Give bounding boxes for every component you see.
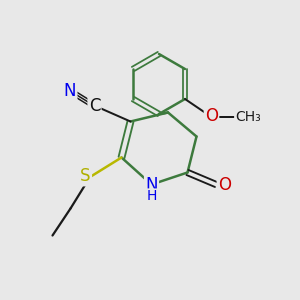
Text: C: C <box>89 97 100 115</box>
Text: N: N <box>64 82 76 100</box>
Text: N: N <box>145 176 158 194</box>
Text: S: S <box>80 167 91 185</box>
Text: O: O <box>218 176 231 194</box>
Text: CH₃: CH₃ <box>235 110 261 124</box>
Text: H: H <box>146 190 157 203</box>
Text: O: O <box>205 106 218 124</box>
